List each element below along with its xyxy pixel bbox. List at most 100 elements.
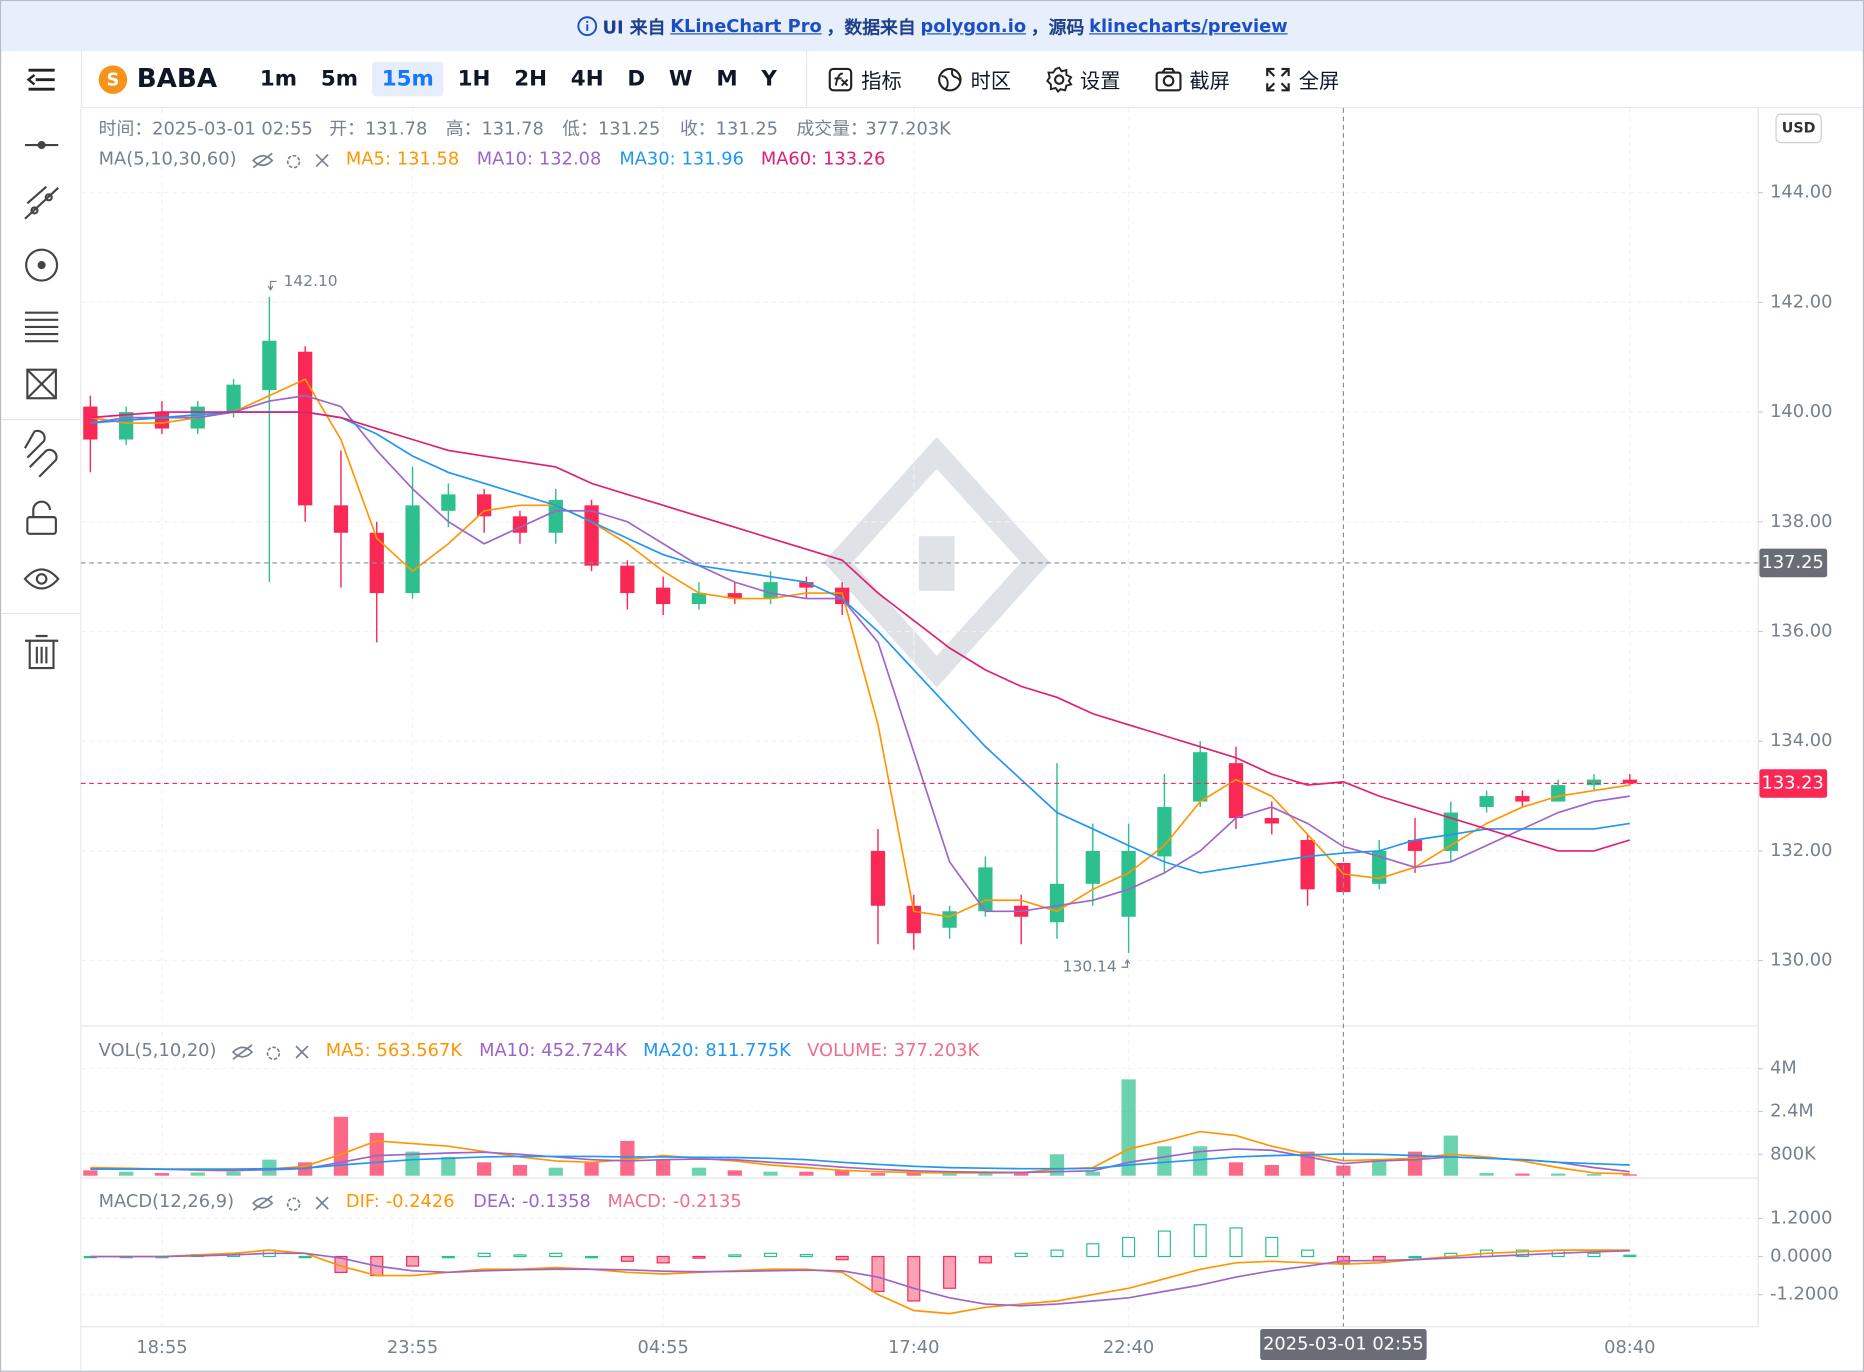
banner: UI 来自 KLineChart Pro ，数据来自 polygon.io ，源… [1, 1, 1863, 52]
tool-visibility[interactable] [23, 568, 60, 590]
candle-body [1157, 807, 1172, 857]
candle-body [584, 505, 599, 566]
legend-name: DIF: [346, 1191, 380, 1212]
settings[interactable] [266, 1046, 281, 1061]
volume-bar [477, 1162, 492, 1176]
volume-bar [656, 1159, 671, 1176]
macd-line [90, 1250, 1630, 1307]
ma-line [90, 411, 1631, 852]
period-button[interactable]: 15m [372, 61, 444, 97]
volume-bar [333, 1116, 349, 1176]
annotation-arrow [267, 280, 277, 291]
volume-bar [1085, 1171, 1100, 1176]
period-button[interactable]: 4H [570, 66, 604, 92]
macd-bar [585, 1255, 599, 1259]
period-button[interactable]: 2H [514, 66, 548, 92]
candle-body [1085, 850, 1100, 884]
legend-name: MA60: [761, 148, 817, 169]
macd-tick-label: -1.2000 [1770, 1284, 1839, 1305]
x-tick-label: 22:40 [1103, 1337, 1154, 1358]
candle-body [1551, 785, 1566, 802]
settings[interactable] [286, 1197, 301, 1212]
banner-link[interactable]: klinecharts/preview [1089, 15, 1288, 37]
tool-magnet[interactable] [24, 429, 58, 478]
macd-bar [835, 1255, 849, 1261]
settings[interactable] [286, 154, 301, 169]
button-icon [1155, 67, 1181, 91]
volume-bar [1264, 1165, 1279, 1176]
remove[interactable] [315, 153, 329, 168]
volume-bar [190, 1172, 205, 1176]
ma-line [90, 394, 1630, 913]
volume-tick-label: 4M [1770, 1058, 1797, 1079]
period-button[interactable]: 1H [457, 66, 491, 92]
banner-link[interactable]: KLineChart Pro [670, 15, 822, 37]
candle-body [763, 582, 778, 599]
info-icon [577, 16, 597, 37]
currency-badge[interactable] [1775, 113, 1822, 144]
candle-body [1443, 812, 1458, 851]
toolbar-button[interactable]: 指标 [809, 64, 918, 94]
period-button[interactable]: M [716, 66, 738, 92]
remove[interactable] [315, 1196, 329, 1210]
tool-lock[interactable] [26, 500, 57, 535]
menu-icon [26, 68, 55, 90]
toggle-visibility[interactable] [231, 1044, 254, 1060]
toolbar-button[interactable]: 设置 [1028, 64, 1137, 94]
period-button[interactable]: Y [761, 66, 777, 92]
macd-bar [1122, 1236, 1136, 1258]
symbol[interactable]: S BABA [82, 64, 236, 94]
toolbar-button[interactable]: 全屏 [1246, 64, 1355, 94]
tooltip-value: 131.25 [716, 119, 778, 140]
candle-body [1121, 850, 1136, 917]
button-label: 设置 [1080, 70, 1121, 94]
candle-body [1264, 818, 1279, 824]
period-button[interactable]: D [627, 66, 646, 92]
crosshair-price-label: 137.25 [1761, 552, 1823, 573]
legend-entry: VOLUME: 377.203K [807, 1040, 980, 1061]
annotation-arrow [1121, 959, 1131, 968]
legend-name: MA10: [477, 148, 533, 169]
toolbar-button[interactable]: 时区 [918, 64, 1027, 94]
macd-bar [513, 1254, 527, 1258]
legend-value: 811.775K [705, 1040, 792, 1061]
legend-entry: MA60: 133.26 [761, 148, 886, 169]
candle-body [1515, 796, 1530, 802]
tool-delete[interactable] [24, 634, 59, 670]
volume-bar [1515, 1173, 1530, 1176]
toggle-visibility[interactable] [252, 1195, 274, 1211]
legend-name: MA5: [326, 1040, 371, 1061]
y-tick-label: 132.00 [1770, 840, 1832, 861]
y-tick-label: 136.00 [1770, 621, 1832, 642]
tooltip-value: 131.78 [481, 119, 543, 140]
period-button[interactable]: 1m [259, 66, 298, 92]
toolbar: S BABA 1m 5m 15m 1H 2H 4H D W M Y 指标 时区 设置 截屏 全屏 [1, 51, 1863, 109]
volume-ma-line [90, 1130, 1630, 1175]
remove[interactable] [295, 1045, 309, 1059]
volume-ma-line [90, 1148, 1630, 1174]
menu-button[interactable] [1, 66, 81, 92]
volume-bar [1622, 1174, 1637, 1176]
period-button[interactable]: 5m [320, 66, 359, 92]
candle-body [333, 505, 349, 533]
volume-tick-label: 2.4M [1770, 1100, 1814, 1121]
tool-ray[interactable] [24, 185, 59, 220]
banner-text: ，源码 [1030, 16, 1085, 38]
macd-bar [978, 1255, 992, 1264]
banner-link[interactable]: polygon.io [920, 15, 1027, 37]
period-button[interactable]: W [668, 66, 693, 92]
legend-name: MA30: [619, 148, 675, 169]
tool-shape[interactable] [26, 368, 57, 400]
tool-circle[interactable] [25, 248, 59, 282]
tool-fib[interactable] [24, 311, 59, 343]
volume-bar [441, 1156, 456, 1176]
macd-bar [799, 1254, 813, 1258]
toggle-visibility[interactable] [252, 152, 274, 169]
volume-tick-label: 800K [1770, 1143, 1817, 1164]
tool-hline[interactable] [24, 140, 59, 150]
candle-body [1622, 779, 1637, 784]
legend-entry: MA5: 131.58 [346, 148, 459, 169]
candle-body [1049, 883, 1065, 923]
toolbar-button[interactable]: 截屏 [1137, 64, 1246, 94]
